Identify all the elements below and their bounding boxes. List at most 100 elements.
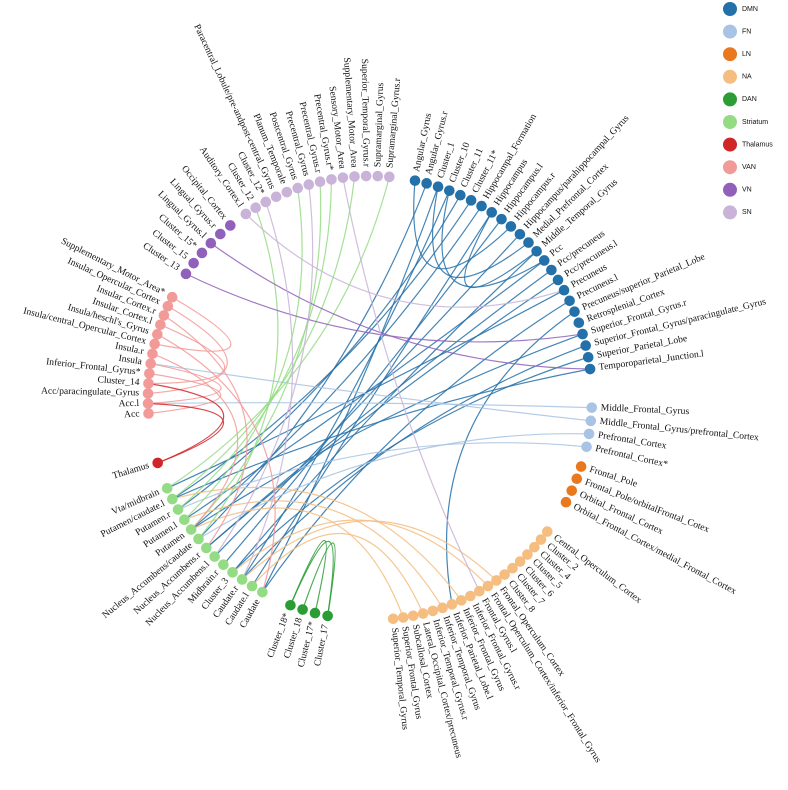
node-label: Insula [118, 353, 144, 368]
connection [241, 520, 497, 581]
node [240, 208, 252, 220]
node [496, 213, 507, 225]
node [444, 185, 455, 196]
node [507, 562, 518, 574]
node [569, 306, 580, 317]
legend-label: FN [742, 28, 751, 35]
node [523, 237, 534, 248]
connection [342, 177, 480, 592]
node [538, 255, 550, 266]
connection [232, 250, 538, 573]
connection [251, 533, 424, 614]
node [322, 610, 333, 622]
connection [154, 296, 232, 352]
connection [289, 540, 334, 617]
node-label: Cluster_14 [97, 374, 140, 388]
node [218, 559, 229, 570]
node [205, 237, 217, 249]
node [580, 340, 592, 351]
legend-swatch [723, 160, 737, 175]
node [158, 310, 170, 321]
node [566, 485, 578, 496]
node [215, 228, 226, 240]
connection [157, 333, 276, 593]
node [360, 170, 372, 182]
node [297, 604, 308, 615]
node [437, 602, 448, 614]
connection [172, 368, 591, 500]
node [309, 607, 321, 619]
node [166, 291, 178, 303]
nodes: Angular_GyrusAngular_Gyrus.rCluster_1Clu… [22, 23, 767, 766]
node [476, 200, 487, 212]
node [260, 196, 272, 208]
connection [148, 363, 222, 405]
connection [172, 486, 462, 601]
node [147, 348, 158, 360]
legend-label: LN [742, 51, 751, 58]
node [144, 368, 155, 379]
node-label: Acc/paracingulate_Gyrus [41, 386, 139, 399]
node [575, 461, 587, 472]
legend-swatch [723, 205, 737, 220]
node [397, 612, 409, 623]
node [162, 300, 174, 312]
node-label: Middle_Frontal_Gyrus [601, 402, 690, 417]
edges [147, 176, 592, 618]
node [474, 585, 485, 597]
node [585, 415, 597, 427]
connection [241, 201, 294, 580]
node [326, 174, 337, 185]
node [571, 473, 583, 485]
node [514, 228, 526, 240]
node [560, 496, 572, 508]
connection [431, 186, 529, 279]
node [281, 186, 293, 198]
node [180, 268, 192, 280]
node [142, 398, 154, 409]
node [185, 524, 197, 535]
node [193, 533, 204, 545]
legend-swatch [723, 24, 737, 39]
legend: DMN FN LN NA DAN Striatum Thalamus VAN VN SN [723, 2, 773, 220]
node [143, 408, 154, 419]
legend-label: DMN [742, 6, 758, 13]
node [257, 586, 268, 598]
legend-swatch [723, 47, 737, 62]
node [581, 441, 592, 453]
node [529, 541, 540, 553]
legend-label: DAN [742, 96, 757, 103]
node [564, 295, 575, 307]
node-label: Supramarginal_Gyrus [372, 82, 386, 167]
node [491, 575, 502, 586]
connection [289, 539, 327, 614]
connection [172, 200, 472, 500]
connection [148, 382, 225, 464]
node [522, 549, 533, 560]
legend-label: SN [742, 209, 752, 216]
connection [148, 324, 226, 385]
node [546, 264, 557, 276]
connection [185, 273, 583, 343]
legend-swatch [723, 182, 737, 197]
connection [171, 176, 356, 500]
node-label: Acc [124, 408, 140, 420]
node [514, 556, 526, 567]
node [246, 580, 258, 592]
node-label: Supramarginal_Gyrus.r [384, 77, 403, 169]
legend-label: VN [742, 187, 752, 194]
connection [261, 300, 570, 593]
node [455, 595, 467, 606]
node [573, 317, 585, 329]
node [384, 171, 395, 183]
connection [214, 233, 521, 557]
node [303, 179, 315, 190]
connection [413, 180, 512, 270]
node [541, 526, 553, 537]
node [535, 534, 547, 545]
legend-swatch [723, 115, 737, 129]
legend-label: Striatum [742, 119, 768, 126]
node [179, 514, 190, 526]
node [552, 274, 564, 286]
node [584, 363, 596, 375]
